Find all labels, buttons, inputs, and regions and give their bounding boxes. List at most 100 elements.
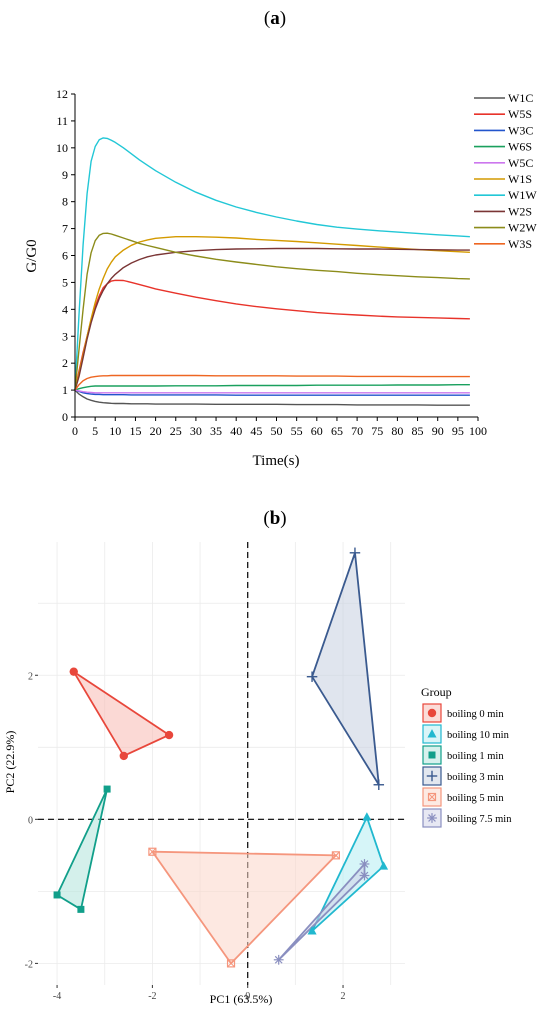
panel-a-y-tick-label: 3 [62,329,68,343]
panel-a-y-tick-label: 6 [62,249,68,263]
panel-a-x-tick-label: 35 [210,424,222,438]
legend-item-w1s: W1S [474,172,532,186]
series-line-w5c [74,389,470,394]
panel-a-y-tick-label: 8 [62,195,68,209]
panel-b-x-axis-title: PC1 (63.5%) [210,992,273,1006]
panel-b-x-tick-label: 2 [341,991,346,1002]
panel-b-y-axis-title: PC2 (22.9%) [3,731,17,794]
panel-a-y-tick-label: 1 [62,383,68,397]
panel-a-y-tick-label: 0 [62,410,68,424]
panel-a-x-axis-title: Time(s) [253,453,300,469]
panel-b-legend: Group boiling 0 min boiling 10 min boiling… [421,685,512,828]
hull-boiling-5-min [150,850,338,965]
panel-b-points [53,547,389,968]
panel-a-y-tick-label: 11 [56,114,68,128]
panel-a-y-tick-label: 5 [62,275,68,289]
panel-a-x-tick-label: 55 [291,424,303,438]
legend-item-w3c: W3C [474,123,533,137]
panel-b-group-hulls [55,552,385,965]
legend-marker-square [428,751,436,759]
panel-a-y-tick-label: 2 [62,356,68,370]
legend-item-boiling-7.5-min: boiling 7.5 min [422,808,512,828]
panel-a-x-tick-label: 90 [432,424,444,438]
panel-a-y-tick-label: 7 [62,222,68,236]
point-boiling-0-min [69,667,78,676]
legend-label: W3S [508,237,532,251]
point-boiling-7.5-min [359,870,370,881]
legend-label: boiling 3 min [447,772,504,783]
point-boiling-0-min [164,730,174,740]
legend-item-w5c: W5C [474,156,533,170]
panel-b-y-tick-label: 0 [28,815,33,826]
legend-label: W1W [508,188,537,202]
panel-a-x-tick-label: 10 [109,424,121,438]
series-line-w1s [74,235,470,391]
legend-label: W6S [508,140,532,154]
legend-label: W3C [508,123,533,137]
point-boiling-10-min [379,861,389,870]
panel-a-x-tick-label: 70 [351,424,363,438]
legend-label: W5S [508,107,532,121]
series-line-w2s [74,247,470,391]
series-line-w3s [74,374,470,391]
point-boiling-7.5-min [273,954,284,965]
series-line-w5s [74,279,470,391]
panel-a-x-tick-label: 50 [271,424,283,438]
legend-item-boiling-10-min: boiling 10 min [422,724,510,744]
legend-item-w2w: W2W [474,221,537,235]
panel-a-y-tick-label: 9 [62,168,68,182]
legend-label: boiling 10 min [447,730,510,741]
legend-label: W2S [508,204,532,218]
point-boiling-3-min [373,779,385,790]
point-boiling-1-min [53,891,61,899]
legend-label: W5C [508,156,533,170]
legend-label: boiling 7.5 min [447,814,512,825]
panel-a-x-tick-label: 30 [190,424,202,438]
panel-a-x-tick-label: 25 [170,424,182,438]
panel-a-x-tick-label: 45 [250,424,262,438]
point-boiling-10-min [307,926,317,935]
panel-b-legend-title: Group [421,685,452,699]
panel-a-y-tick-label: 12 [56,87,68,101]
legend-item-boiling-5-min: boiling 5 min [422,787,504,807]
series-line-w6s [74,384,470,391]
legend-marker-square-x [427,792,437,802]
point-boiling-5-min [226,959,236,968]
point-boiling-1-min [77,905,85,913]
hull-boiling-0-min [72,670,171,758]
panel-b-label: (b) [263,508,286,529]
panel-a-x-tick-label: 20 [150,424,162,438]
legend-item-w1w: W1W [474,188,537,202]
point-boiling-0-min [119,751,128,761]
panel-a-y-tick-label: 10 [56,141,68,155]
legend-marker-plus [426,770,438,782]
panel-b-pca-scatter: (b) -4 -2 0 2 -2 0 2 PC1 (63.5%) PC2 (22.9%) G… [3,508,512,1006]
panel-b-x-tick-label: -4 [53,991,61,1002]
legend-label: boiling 1 min [447,751,504,762]
panel-a-x-tick-label: 75 [371,424,383,438]
point-boiling-5-min [148,847,157,856]
hull-boiling-7.5-min [278,861,366,961]
legend-item-w3s: W3S [474,237,532,251]
legend-label: W1S [508,172,532,186]
panel-a-y-axis-title: G/G0 [24,239,40,272]
panel-a-x-tick-label: 15 [129,424,141,438]
panel-a-y-tick-label: 4 [62,302,68,316]
legend-item-w5s: W5S [474,107,532,121]
point-boiling-1-min [103,785,111,793]
series-line-w1w [74,137,470,391]
legend-item-w2s: W2S [474,204,532,218]
legend-item-boiling-3-min: boiling 3 min [422,766,504,786]
panel-a-x-tick-label: 65 [331,424,343,438]
series-line-w3c [74,389,470,396]
panel-b-ticks: -4 -2 0 2 -2 0 2 [25,671,346,1002]
panel-a-x-tick-label: 80 [391,424,403,438]
point-boiling-10-min [362,812,372,821]
legend-label: W2W [508,221,537,235]
point-boiling-7.5-min [359,859,370,869]
panel-a-label: (a) [264,8,286,29]
legend-item-w6s: W6S [474,140,532,154]
series-line-w1c [74,389,470,406]
legend-item-boiling-1-min: boiling 1 min [422,745,504,765]
